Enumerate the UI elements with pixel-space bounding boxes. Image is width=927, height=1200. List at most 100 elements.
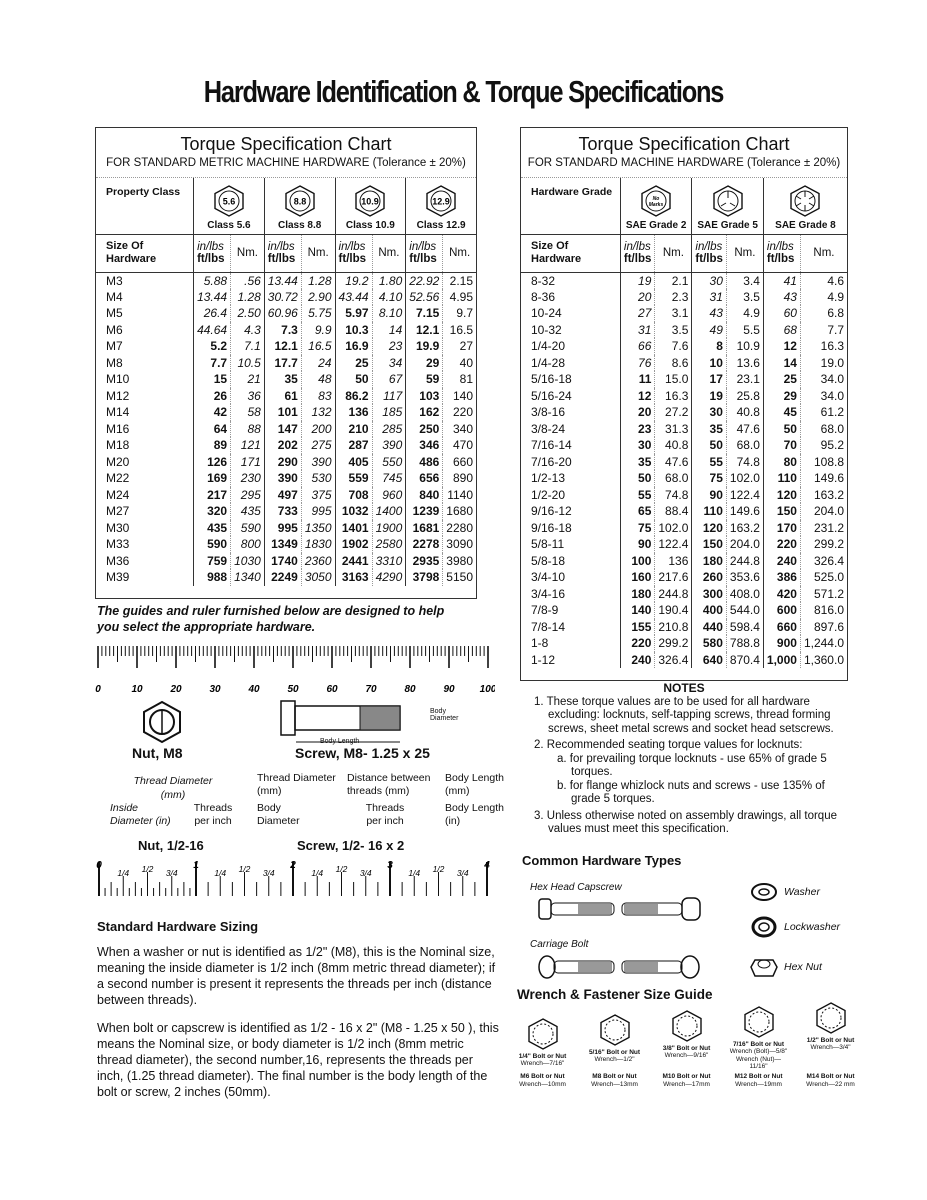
torque-cell: 75 bbox=[691, 470, 727, 487]
inch-minor-label: 3/4 bbox=[360, 868, 372, 878]
bolt-hex-icon bbox=[527, 1018, 558, 1050]
torque-cell: 497 bbox=[263, 486, 302, 503]
torque-cell: 3798 bbox=[405, 569, 443, 586]
torque-cell: 300 bbox=[691, 585, 727, 602]
table-row: M24 217 295 497 375 708 960 840 1140 bbox=[96, 486, 476, 503]
nm-cell: 1.28 bbox=[300, 272, 336, 289]
size-cell: M6 bbox=[106, 322, 123, 337]
nm-cell: 23.1 bbox=[725, 371, 764, 388]
torque-cell: 30.72 bbox=[263, 288, 302, 305]
nm-cell: 68.0 bbox=[799, 420, 847, 437]
inch-major-label: 1 bbox=[193, 860, 199, 871]
wrench-size-label: Wrench—1/2" bbox=[594, 1056, 635, 1063]
unit-ftlbs: ft/lbs bbox=[409, 253, 437, 265]
torque-cell: 30 bbox=[691, 404, 727, 421]
torque-cell: 42 bbox=[193, 404, 231, 421]
torque-cell: 15 bbox=[193, 371, 231, 388]
torque-cell: 60 bbox=[762, 305, 801, 322]
class-1: SAE Grade 5 bbox=[691, 178, 764, 234]
nm-cell: 3050 bbox=[300, 569, 336, 586]
nut-half-label: Nut, 1/2-16 bbox=[138, 838, 204, 853]
torque-cell: 420 bbox=[762, 585, 801, 602]
torque-cell: 17 bbox=[691, 371, 727, 388]
inch-minor-label: 1/2 bbox=[433, 864, 445, 874]
nm-cell: 9.7 bbox=[442, 305, 476, 322]
torque-cell: 60.96 bbox=[263, 305, 302, 322]
torque-cell: 19 bbox=[691, 387, 727, 404]
size-cell: M10 bbox=[106, 372, 130, 387]
bolt-hex-icon bbox=[599, 1014, 630, 1046]
nm-cell: 121 bbox=[230, 437, 265, 454]
nm-cell: 117 bbox=[371, 387, 406, 404]
torque-cell: 995 bbox=[263, 519, 302, 536]
nm-cell: 210.8 bbox=[654, 618, 692, 635]
nm-cell: 244.8 bbox=[725, 552, 764, 569]
nm-cell: 3310 bbox=[371, 552, 406, 569]
torque-cell: 1681 bbox=[405, 519, 443, 536]
table-row: 1/4-20 66 7.6 8 10.9 12 16.3 bbox=[521, 338, 847, 355]
metric-wrench-label: Wrench—22 mm bbox=[806, 1080, 855, 1088]
unit-inlbs: in/lbs bbox=[695, 241, 723, 253]
torque-cell: 19 bbox=[619, 272, 655, 289]
unit-nm: Nm. bbox=[799, 233, 847, 273]
unit-lbs: in/lbs ft/lbs bbox=[691, 233, 727, 273]
nm-cell: 27.2 bbox=[654, 404, 692, 421]
nm-cell: 295 bbox=[230, 486, 265, 503]
sae-grade-mark-icon bbox=[712, 184, 743, 217]
bolt-size-label: 3/8" Bolt or Nut bbox=[662, 1044, 711, 1052]
class-label: SAE Grade 8 bbox=[775, 219, 836, 231]
size-cell: 1/4-28 bbox=[531, 355, 566, 370]
nm-cell: 525.0 bbox=[799, 569, 847, 586]
torque-cell: 287 bbox=[334, 437, 373, 454]
nm-cell: 200 bbox=[300, 420, 336, 437]
torque-cell: 19.9 bbox=[405, 338, 443, 355]
nm-cell: 995 bbox=[300, 503, 336, 520]
torque-cell: 10 bbox=[691, 354, 727, 371]
svg-text:Marks: Marks bbox=[649, 202, 664, 208]
inch-minor-label: 1/2 bbox=[239, 864, 251, 874]
notes: NOTES 1. These torque values are to be u… bbox=[520, 681, 848, 837]
table-row: 3/8-24 23 31.3 35 47.6 50 68.0 bbox=[521, 420, 847, 437]
torque-cell: 90 bbox=[619, 536, 655, 553]
screw-m8-label: Screw, M8- 1.25 x 25 bbox=[295, 745, 430, 761]
inside-diameter-label: Inside Diameter (in) bbox=[110, 802, 171, 827]
nm-cell: 95.2 bbox=[799, 437, 847, 454]
size-cell: 1/2-20 bbox=[531, 487, 566, 502]
torque-cell: 100 bbox=[619, 552, 655, 569]
torque-cell: 7.15 bbox=[405, 305, 443, 322]
nm-cell: 48 bbox=[300, 371, 336, 388]
torque-cell: 580 bbox=[691, 635, 727, 652]
metric-wrench-item: M10 Bolt or Nut Wrench—17mm bbox=[649, 1073, 724, 1088]
nm-cell: 8.6 bbox=[654, 354, 692, 371]
guide-intro: The guides and ruler furnished below are… bbox=[97, 604, 445, 634]
torque-cell: 43 bbox=[762, 288, 801, 305]
nm-cell: 408.0 bbox=[725, 585, 764, 602]
note-3: 3. Unless otherwise noted on assembly dr… bbox=[534, 809, 837, 836]
unit-ftlbs: ft/lbs bbox=[766, 253, 795, 265]
torque-cell: 1239 bbox=[405, 503, 443, 520]
size-cell: M3 bbox=[106, 273, 123, 288]
torque-cell: 5.2 bbox=[193, 338, 231, 355]
bolt-size-label: 1/2" Bolt or Nut bbox=[806, 1036, 855, 1044]
nm-cell: 1.28 bbox=[230, 288, 265, 305]
nm-cell: 81 bbox=[442, 371, 476, 388]
table-row: M22 169 230 390 530 559 745 656 890 bbox=[96, 470, 476, 487]
nm-cell: 1680 bbox=[442, 503, 476, 520]
torque-cell: 160 bbox=[619, 569, 655, 586]
thread-diameter-label: Thread Diameter (mm) bbox=[133, 775, 213, 801]
class-5-6-mark-icon: 5.6 bbox=[214, 184, 244, 217]
table-row: M39 988 1340 2249 3050 3163 4290 3798 5150 bbox=[96, 569, 476, 586]
nm-cell: 326.4 bbox=[654, 651, 692, 668]
nm-cell: 2280 bbox=[442, 519, 476, 536]
torque-cell: 590 bbox=[193, 536, 231, 553]
torque-cell: 1740 bbox=[263, 552, 302, 569]
torque-cell: 660 bbox=[762, 618, 801, 635]
torque-cell: 27 bbox=[619, 305, 655, 322]
nm-cell: 102.0 bbox=[654, 519, 692, 536]
size-cell: 1/4-20 bbox=[531, 339, 566, 354]
notes-title: NOTES bbox=[663, 681, 705, 695]
wrench-size-label: Wrench—3/4" bbox=[810, 1044, 851, 1051]
nm-cell: 598.4 bbox=[725, 618, 764, 635]
grade-label: Property Class bbox=[106, 186, 181, 198]
torque-cell: 3163 bbox=[334, 569, 373, 586]
